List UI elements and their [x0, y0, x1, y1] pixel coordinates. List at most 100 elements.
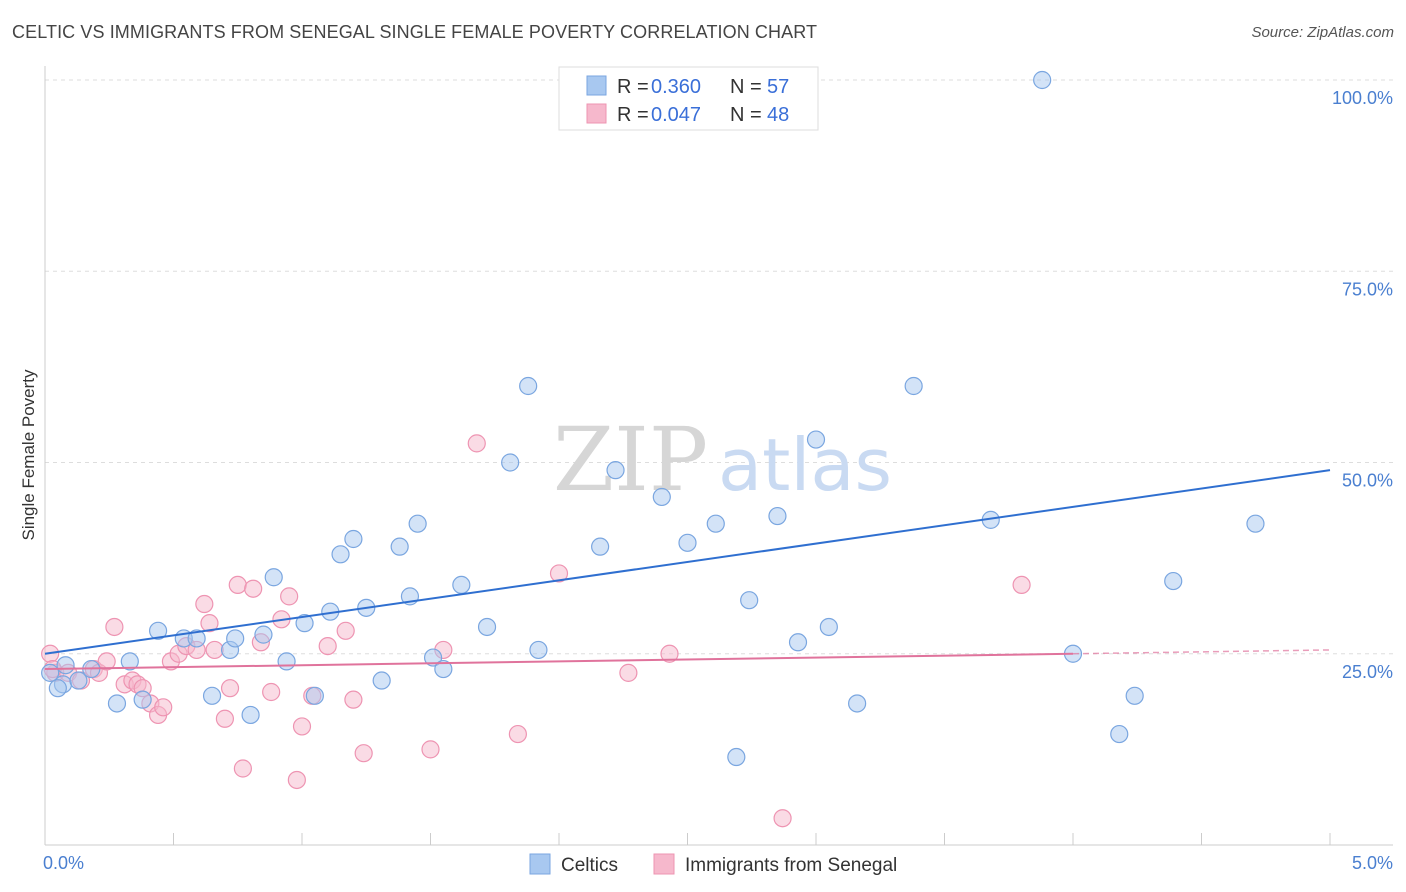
celtics-point-8 — [148, 621, 168, 640]
x-tick-label-max: 5.0% — [1352, 853, 1393, 873]
senegal-point-44 — [660, 644, 679, 663]
correlation-legend: R = 0.360 N = 57 R = 0.047 N = 48 — [558, 66, 819, 131]
senegal-point-43 — [619, 663, 638, 682]
x-axis-ticks — [44, 833, 1331, 845]
celtics-point-11 — [202, 686, 222, 705]
celtics-point-44 — [788, 633, 808, 652]
celtics-point-25 — [390, 537, 409, 556]
senegal-point-45 — [773, 809, 792, 828]
celtics-point-56 — [48, 679, 67, 698]
legend-r-value-celtics: 0.360 — [651, 76, 701, 98]
senegal-point-14 — [154, 698, 173, 717]
celtics-point-2 — [56, 656, 75, 675]
series-legend: Celtics Immigrants from Senegal — [529, 853, 897, 876]
celtics-point-38 — [652, 487, 671, 507]
senegal-point-28 — [262, 682, 281, 702]
x-tick-label-min: 0.0% — [43, 853, 84, 873]
senegal-point-7 — [105, 617, 124, 637]
celtics-point-45 — [806, 430, 826, 449]
legend-r-label-senegal: R = — [617, 104, 649, 126]
celtics-point-43 — [768, 506, 787, 526]
celtics-point-39 — [678, 533, 697, 552]
y-axis-label: Single Female Poverty — [19, 369, 38, 541]
legend-n-label-celtics: N = — [730, 76, 762, 98]
celtics-point-18 — [295, 614, 314, 633]
senegal-point-25 — [233, 759, 252, 778]
celtics-point-21 — [331, 545, 350, 564]
y-tick-label-0: 25.0% — [1342, 662, 1393, 682]
celtics-point-27 — [408, 514, 427, 533]
celtics-point-48 — [904, 376, 923, 396]
celtics-point-17 — [277, 652, 296, 671]
celtics-point-50 — [1033, 70, 1052, 90]
celtics-point-19 — [305, 686, 324, 705]
senegal-point-20 — [200, 614, 219, 633]
legend-r-value-senegal: 0.047 — [651, 104, 701, 126]
celtics-point-7 — [133, 690, 152, 709]
celtics-point-52 — [1110, 724, 1129, 744]
y-tick-label-2: 75.0% — [1342, 279, 1393, 299]
senegal-point-21 — [205, 640, 224, 660]
celtics-point-40 — [706, 514, 725, 533]
senegal-point-34 — [318, 636, 337, 656]
axes — [44, 66, 1393, 846]
celtics-point-30 — [452, 575, 471, 595]
celtics-point-53 — [1125, 686, 1144, 705]
senegal-point-35 — [336, 621, 355, 640]
celtics-point-3 — [69, 671, 88, 690]
senegal-point-40 — [467, 434, 486, 453]
celtics-point-24 — [372, 671, 391, 690]
celtics-point-33 — [519, 376, 538, 396]
senegal-point-37 — [354, 744, 373, 763]
trend-line-celtics — [44, 469, 1331, 655]
celtics-point-54 — [1164, 571, 1183, 591]
y-axis-tick-labels: 25.0% 50.0% 75.0% 100.0% — [1332, 88, 1393, 682]
watermark-zip: ZIP — [553, 408, 708, 511]
senegal-point-19 — [195, 594, 214, 614]
series-legend-senegal: Immigrants from Senegal — [685, 855, 897, 876]
senegal-point-6 — [97, 652, 116, 671]
celtics-point-31 — [477, 617, 497, 637]
series-legend-swatch-celtics — [529, 853, 551, 875]
senegal-point-31 — [287, 770, 306, 790]
chart-title: CELTIC VS IMMIGRANTS FROM SENEGAL SINGLE… — [12, 22, 818, 42]
senegal-point-38 — [421, 740, 440, 759]
senegal-point-42 — [549, 564, 569, 583]
legend-n-value-celtics: 57 — [767, 76, 789, 98]
y-tick-label-1: 50.0% — [1342, 471, 1393, 491]
series-legend-swatch-senegal — [653, 853, 675, 875]
celtics-point-35 — [591, 537, 610, 556]
celtics-point-28 — [423, 648, 443, 667]
y-tick-label-3: 100.0% — [1332, 88, 1393, 108]
trend-lines — [44, 469, 1331, 671]
celtics-point-42 — [740, 591, 759, 610]
senegal-point-23 — [220, 679, 240, 698]
celtics-point-55 — [1246, 514, 1265, 533]
celtics-point-36 — [606, 461, 625, 480]
legend-n-value-senegal: 48 — [767, 104, 789, 126]
senegal-point-32 — [292, 717, 312, 736]
celtics-point-16 — [264, 568, 283, 587]
senegal-point-46 — [1012, 575, 1031, 595]
celtics-point-22 — [344, 529, 363, 549]
watermark: ZIP atlas — [553, 408, 892, 511]
watermark-atlas: atlas — [718, 423, 892, 507]
legend-r-label-celtics: R = — [617, 76, 649, 98]
series-legend-celtics: Celtics — [561, 855, 618, 876]
celtics-point-14 — [241, 705, 260, 725]
celtics-point-47 — [848, 694, 867, 713]
legend-n-label-senegal: N = — [730, 104, 762, 126]
senegal-point-30 — [280, 587, 299, 606]
senegal-point-41 — [508, 724, 527, 744]
senegal-point-24 — [228, 575, 247, 595]
celtics-point-41 — [727, 747, 746, 767]
celtics-point-13 — [226, 629, 245, 648]
source-credit: Source: ZipAtlas.com — [1251, 24, 1394, 41]
celtics-point-32 — [501, 453, 520, 472]
trend-line-senegal-extension — [1072, 649, 1331, 655]
senegal-point-36 — [344, 690, 363, 709]
series-celtics-points — [41, 70, 1265, 767]
legend-swatch-celtics — [586, 75, 607, 96]
celtics-point-15 — [254, 625, 273, 644]
